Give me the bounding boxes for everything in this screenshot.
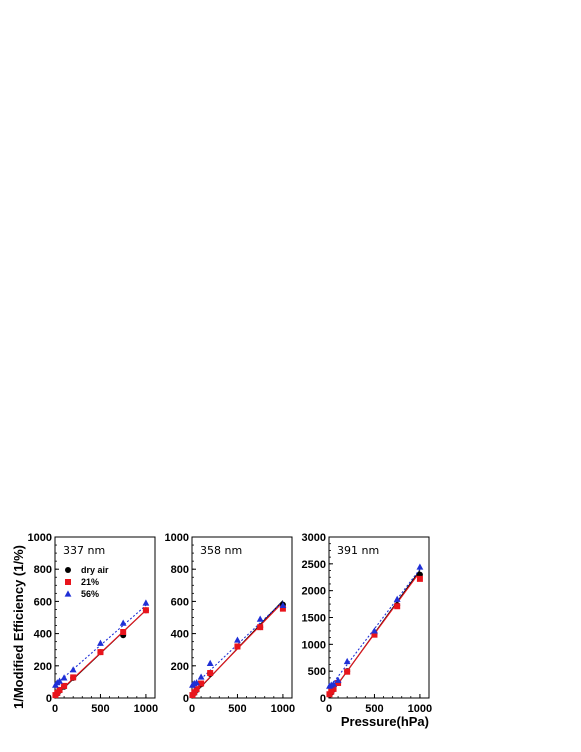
panel-wavelength-label: 391 nm [337, 544, 379, 557]
data-point-p21 [207, 670, 214, 677]
data-point-p21 [61, 682, 68, 689]
y-tick-label: 800 [171, 564, 189, 576]
data-point-p21 [416, 575, 423, 582]
y-tick-label: 800 [34, 564, 52, 576]
y-tick-label: 1000 [165, 532, 189, 544]
data-point-p21 [56, 686, 63, 693]
data-point-p56 [193, 679, 200, 686]
legend-marker-dry [65, 567, 71, 573]
data-point-p56 [206, 659, 214, 666]
data-point-p56 [97, 639, 104, 646]
legend-label-dry: dry air [81, 565, 109, 575]
data-point-p21 [70, 674, 77, 681]
data-point-p56 [56, 677, 63, 684]
data-point-p56 [334, 676, 342, 683]
data-point-p21 [335, 679, 342, 686]
legend-marker-p56 [64, 590, 72, 597]
y-tick-label: 400 [34, 629, 52, 641]
legend-label-p21: 21% [81, 577, 99, 587]
y-tick-label: 2500 [302, 559, 326, 571]
data-point-p56 [330, 680, 337, 687]
plot-frame [328, 536, 430, 699]
data-point-p21 [193, 686, 200, 693]
panel-2: 0 200 400 600 800 1000 0 500 1000 358 nm [165, 532, 296, 715]
y-tick-label: 600 [171, 596, 189, 608]
data-point-p56 [393, 595, 401, 602]
data-point-p56 [142, 599, 150, 606]
data-point-p21 [279, 605, 286, 612]
data-point-p56 [371, 627, 378, 634]
data-point-p56 [69, 666, 77, 673]
y-tick-label: 0 [183, 693, 189, 705]
x-tick-label: 1000 [271, 703, 295, 715]
data-point-p56 [119, 619, 127, 626]
data-point-p21 [234, 643, 241, 650]
data-point-p21 [120, 628, 127, 635]
x-axis-title: Pressure(hPa) [341, 714, 429, 729]
x-tick-label: 500 [228, 703, 246, 715]
y-tick-label: 600 [34, 596, 52, 608]
data-point-p21 [330, 685, 337, 692]
x-tick-label: 0 [189, 703, 195, 715]
data-point-p56 [416, 563, 424, 570]
panel-1: 0 200 400 600 800 1000 0 500 1000 337 nm dry air 21… [28, 532, 159, 715]
data-point-p21 [142, 607, 149, 614]
y-tick-label: 3000 [302, 532, 326, 544]
data-point-p21 [371, 631, 378, 638]
data-point-p56 [256, 615, 264, 622]
legend: dry air 21% 56% [64, 565, 109, 599]
panel-wavelength-label: 337 nm [63, 544, 105, 557]
data-point-p56 [60, 674, 68, 681]
fit-line-p56 [328, 568, 421, 689]
data-point-p21 [394, 603, 401, 610]
y-tick-label: 1000 [28, 532, 52, 544]
legend-label-p56: 56% [81, 589, 99, 599]
data-point-p21 [97, 649, 104, 656]
y-tick-label: 2000 [302, 586, 326, 598]
y-tick-label: 1500 [302, 613, 326, 625]
data-point-p56 [279, 601, 287, 609]
x-tick-label: 500 [365, 703, 383, 715]
y-tick-label: 0 [46, 693, 52, 705]
data-point-p56 [343, 657, 351, 665]
x-tick-label: 0 [326, 703, 332, 715]
data-point-p21 [344, 668, 351, 675]
y-tick-label: 1000 [302, 639, 326, 651]
panel-3: 0 500 1000 1500 2000 2500 3000 0 500 1000 391 nm [302, 532, 433, 715]
plot-frame [54, 536, 156, 699]
y-tick-label: 200 [171, 661, 189, 673]
data-point-p56 [197, 673, 205, 680]
panels: 0 200 400 600 800 1000 0 500 1000 337 nm dry air 21… [28, 532, 433, 715]
data-point-p56 [234, 636, 241, 643]
data-point-p21 [191, 689, 198, 696]
data-point-p21 [257, 624, 264, 631]
panel-wavelength-label: 358 nm [200, 544, 242, 557]
y-tick-label: 200 [34, 661, 52, 673]
x-tick-label: 0 [52, 703, 58, 715]
x-tick-label: 1000 [408, 703, 432, 715]
x-tick-label: 1000 [134, 703, 158, 715]
fit-line-p56 [191, 601, 284, 688]
y-tick-label: 500 [308, 666, 326, 678]
x-tick-label: 500 [91, 703, 109, 715]
y-tick-label: 0 [320, 693, 326, 705]
data-point-p21 [198, 680, 205, 687]
y-axis-title: 1/Modified Efficiency (1/%) [11, 545, 26, 709]
y-tick-label: 400 [171, 629, 189, 641]
legend-marker-p21 [65, 579, 71, 585]
